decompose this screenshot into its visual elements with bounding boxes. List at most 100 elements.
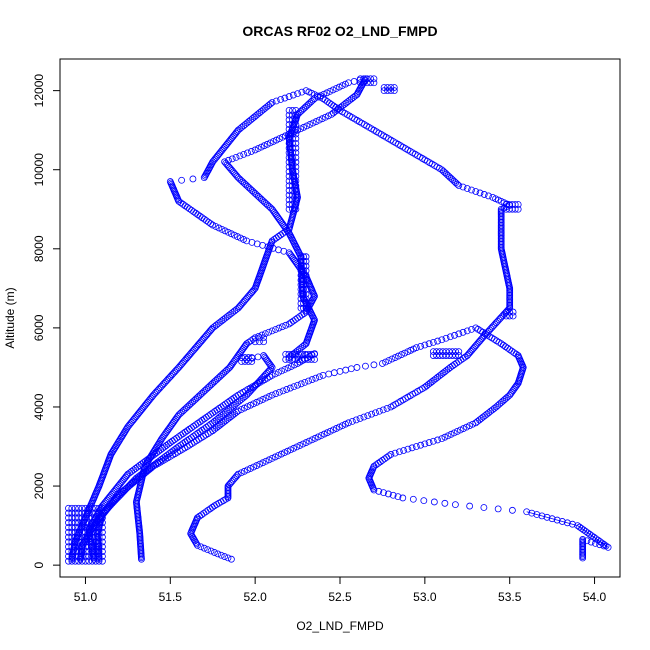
data-point	[394, 493, 402, 501]
data-point	[265, 328, 273, 336]
data-point	[298, 350, 306, 358]
data-point	[301, 378, 309, 386]
data-point	[71, 528, 79, 536]
data-point	[455, 348, 463, 356]
data-point	[308, 376, 316, 383]
data-point	[370, 79, 378, 87]
data-point	[230, 231, 238, 239]
data-point	[82, 548, 89, 555]
data-point	[302, 290, 310, 298]
data-point	[469, 420, 477, 428]
data-point	[285, 158, 293, 166]
data-point	[289, 130, 296, 138]
data-point	[302, 281, 310, 289]
data-point	[225, 156, 232, 164]
y-tick-label: 12000	[32, 74, 46, 108]
data-point	[453, 428, 461, 435]
data-point	[319, 371, 327, 379]
data-point	[382, 358, 390, 366]
data-point	[306, 121, 314, 128]
y-tick-label: 2000	[32, 472, 46, 499]
data-point	[305, 377, 312, 385]
data-point	[215, 224, 223, 232]
data-point	[387, 451, 395, 458]
data-point	[95, 548, 103, 555]
data-point	[375, 487, 383, 495]
data-point	[360, 413, 368, 421]
data-point	[429, 338, 437, 346]
data-point	[251, 334, 259, 342]
data-point	[204, 546, 212, 553]
data-point	[367, 79, 374, 87]
data-point	[451, 331, 458, 339]
data-point	[429, 437, 437, 445]
data-point	[553, 516, 561, 524]
data-point	[384, 490, 392, 498]
data-point	[78, 557, 86, 565]
data-point	[494, 505, 502, 513]
data-point	[75, 514, 83, 522]
data-point	[265, 456, 273, 464]
data-point	[468, 186, 475, 194]
data-point	[271, 453, 279, 461]
data-point	[234, 470, 242, 478]
data-point	[68, 514, 76, 522]
data-point	[268, 327, 276, 335]
data-point	[574, 522, 581, 529]
data-point	[68, 557, 76, 565]
data-point	[375, 407, 383, 415]
data-point	[85, 543, 93, 551]
data-point	[356, 79, 364, 87]
data-point	[320, 90, 328, 98]
data-point	[323, 89, 331, 97]
data-point	[335, 423, 343, 431]
data-point	[244, 358, 252, 365]
data-point	[85, 557, 93, 565]
data-point	[240, 150, 248, 158]
y-tick-label: 10000	[32, 153, 46, 187]
data-point	[282, 350, 290, 358]
data-point	[538, 512, 546, 520]
data-point	[236, 152, 244, 160]
data-point	[290, 383, 298, 391]
data-point	[82, 543, 89, 551]
data-point	[217, 551, 225, 559]
data-point	[265, 393, 273, 400]
data-point	[262, 394, 270, 402]
data-point	[287, 319, 295, 326]
data-point	[78, 514, 86, 522]
data-point	[463, 327, 471, 335]
data-point	[95, 538, 103, 546]
data-point	[289, 182, 296, 190]
data-point	[362, 362, 369, 370]
data-point	[207, 547, 215, 555]
data-point	[82, 519, 89, 527]
data-point	[292, 172, 300, 180]
data-point	[558, 518, 566, 525]
x-tick-label: 52.0	[243, 590, 267, 604]
data-point	[285, 177, 293, 185]
data-point	[224, 554, 232, 562]
data-point	[285, 172, 293, 180]
data-point	[247, 401, 254, 409]
data-point	[284, 364, 292, 372]
data-point	[391, 354, 399, 361]
data-point	[285, 205, 293, 213]
data-point	[178, 176, 186, 184]
data-point	[450, 429, 458, 437]
data-point	[302, 262, 310, 270]
data-point	[466, 422, 473, 430]
data-point	[95, 524, 103, 531]
data-point	[200, 544, 208, 552]
data-point	[307, 356, 315, 363]
x-tick-label: 54.0	[583, 590, 607, 604]
data-point	[238, 354, 245, 361]
y-axis-label: Altitude (m)	[3, 287, 17, 348]
data-point	[289, 149, 296, 157]
data-point	[341, 80, 349, 88]
data-point	[363, 79, 371, 87]
data-point	[356, 415, 364, 422]
data-point	[292, 168, 300, 176]
data-point	[95, 557, 103, 565]
data-point	[292, 191, 300, 199]
